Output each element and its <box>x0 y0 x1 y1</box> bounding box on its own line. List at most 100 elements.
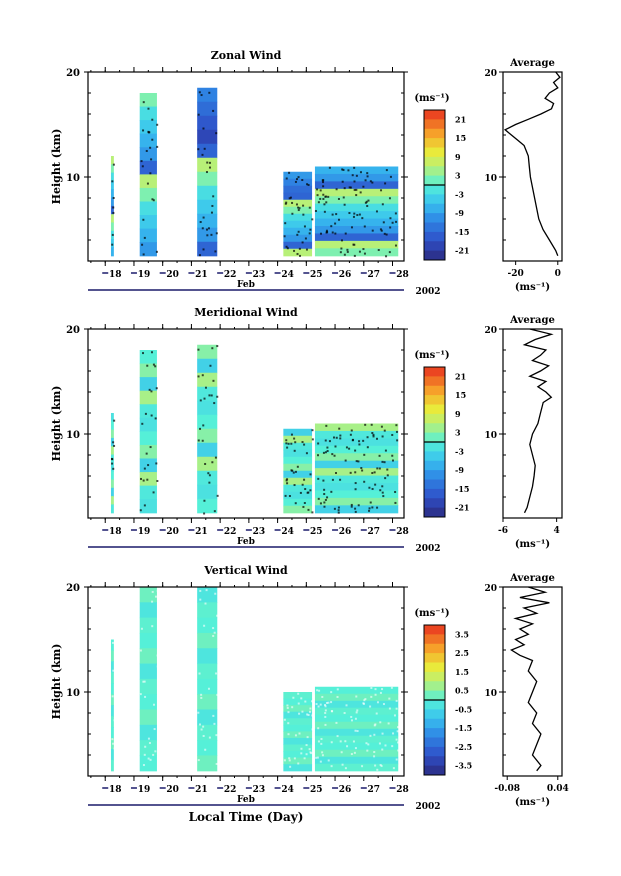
field-band <box>283 692 313 700</box>
field-speckle <box>113 419 116 422</box>
x-tick-label: 26 <box>339 270 352 280</box>
field-speckle <box>391 454 394 457</box>
profile-frame <box>502 328 563 519</box>
field-speckle <box>368 486 371 489</box>
field-speckle <box>385 233 388 236</box>
field-band <box>314 749 399 758</box>
field-band <box>314 181 399 190</box>
field-speckle <box>324 704 327 707</box>
field-speckle <box>343 203 346 206</box>
panel-title: Meridional Wind <box>194 306 298 319</box>
data-block <box>139 93 159 257</box>
field-speckle <box>311 714 314 717</box>
field-speckle <box>147 757 150 760</box>
field-speckle <box>381 203 384 206</box>
field-speckle <box>142 129 145 132</box>
field-speckle <box>330 490 333 493</box>
field-band <box>197 456 218 472</box>
field-speckle <box>371 229 374 232</box>
y-tick-label: 10 <box>66 173 80 184</box>
colorbar-swatch <box>424 367 445 377</box>
field-speckle <box>366 446 369 449</box>
field-speckle <box>370 423 373 426</box>
field-speckle <box>328 166 331 169</box>
field-speckle <box>155 250 158 253</box>
field-speckle <box>197 439 200 442</box>
field-speckle <box>209 364 212 367</box>
field-speckle <box>208 394 211 397</box>
colorbar-tick-label: 0.5 <box>455 686 469 696</box>
field-band <box>314 686 399 695</box>
field-band <box>139 201 157 216</box>
field-speckle <box>300 747 303 750</box>
x-tick-label: 24 <box>281 785 294 795</box>
field-speckle <box>197 759 200 762</box>
field-speckle <box>350 503 353 506</box>
field-speckle <box>315 756 318 759</box>
field-band <box>314 763 399 772</box>
field-band <box>314 468 399 477</box>
field-band <box>283 213 313 222</box>
data-block <box>283 692 314 772</box>
field-speckle <box>320 742 323 745</box>
field-band <box>139 472 157 487</box>
field-band <box>197 129 218 145</box>
colorbar-swatch <box>424 765 445 776</box>
data-block <box>283 171 314 257</box>
field-speckle <box>366 436 369 439</box>
x-tick-label: 27 <box>368 785 381 795</box>
field-speckle <box>395 699 398 702</box>
field-speckle <box>335 213 338 216</box>
field-speckle <box>334 445 337 448</box>
field-speckle <box>304 237 307 240</box>
profile-x-tick-label: 0 <box>555 269 561 279</box>
field-speckle <box>374 764 377 767</box>
x-tick-label: 28 <box>396 270 409 280</box>
field-speckle <box>112 669 115 672</box>
field-speckle <box>303 478 306 481</box>
field-speckle <box>388 251 391 254</box>
field-speckle <box>303 502 306 505</box>
field-speckle <box>113 719 116 722</box>
field-speckle <box>381 732 384 735</box>
data-block <box>110 156 115 257</box>
field-band <box>197 87 218 103</box>
field-band <box>197 648 218 665</box>
field-band <box>110 672 114 684</box>
field-speckle <box>307 491 310 494</box>
x-tick-label: 19 <box>138 785 151 795</box>
field-speckle <box>216 693 219 696</box>
field-speckle <box>143 236 146 239</box>
colorbar-swatch <box>424 451 445 462</box>
field-speckle <box>110 457 113 460</box>
field-speckle <box>111 180 114 183</box>
field-band <box>283 751 313 759</box>
field-band <box>139 663 157 680</box>
field-band <box>314 735 399 744</box>
field-speckle <box>156 145 159 148</box>
field-speckle <box>369 501 372 504</box>
field-speckle <box>337 218 340 221</box>
field-speckle <box>215 672 218 675</box>
field-speckle <box>324 715 327 718</box>
field-speckle <box>286 482 289 485</box>
field-speckle <box>145 452 148 455</box>
colorbar-swatch <box>424 709 445 720</box>
field-speckle <box>203 512 206 515</box>
field-band <box>139 587 157 603</box>
colorbar-swatch <box>424 423 445 434</box>
field-speckle <box>200 728 203 731</box>
field-speckle <box>212 714 215 717</box>
field-speckle <box>303 225 306 228</box>
field-band <box>139 602 157 619</box>
field-speckle <box>342 168 345 171</box>
x-tick-label: 19 <box>138 527 151 537</box>
field-band <box>139 499 157 514</box>
field-speckle <box>330 765 333 768</box>
field-speckle <box>156 665 159 668</box>
field-speckle <box>333 436 336 439</box>
field-speckle <box>330 225 333 228</box>
